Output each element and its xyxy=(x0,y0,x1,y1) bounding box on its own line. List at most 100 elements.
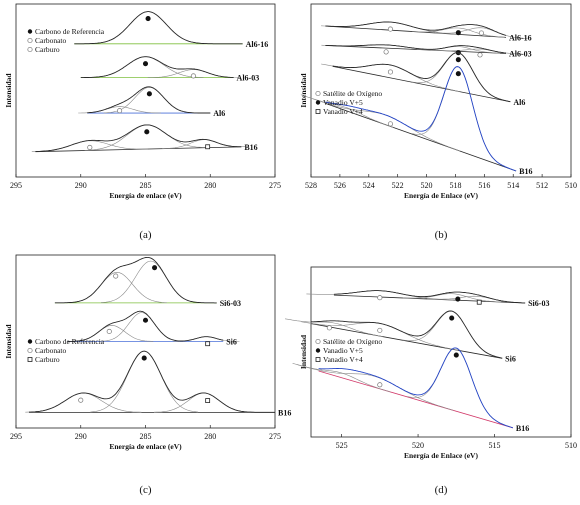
x-tick-label: 516 xyxy=(478,181,490,190)
legend-marker-square xyxy=(315,357,321,362)
x-tick-label: 510 xyxy=(565,441,577,450)
marker-open xyxy=(190,73,196,79)
legend-marker-square xyxy=(315,109,321,114)
legend-item: Carbono de Referencia xyxy=(35,27,105,36)
series-label: B16 xyxy=(519,167,532,176)
series-label: Al6 xyxy=(513,98,525,107)
x-tick-label: 280 xyxy=(204,181,216,190)
series-si6: Si6 xyxy=(67,310,240,347)
marker-filled xyxy=(455,71,461,77)
x-tick-label: 518 xyxy=(449,181,461,190)
spectrum-curve xyxy=(325,44,507,54)
marker-open xyxy=(478,30,484,36)
x-tick-label: 515 xyxy=(489,441,501,450)
spectrum-curve xyxy=(325,21,507,36)
series-al6-16: Al6-16 xyxy=(74,11,268,49)
series-al6-16: Al6-16 xyxy=(321,21,532,42)
x-tick-label: 512 xyxy=(536,181,548,190)
spectrum-curve xyxy=(67,310,224,342)
series-b16: B16 xyxy=(25,350,291,417)
x-axis-label: Energía de Enlace (eV) xyxy=(404,191,478,200)
marker-filled xyxy=(455,30,461,36)
legend-marker-filled xyxy=(315,100,321,105)
legend-item: Vanadio V+4 xyxy=(323,355,363,364)
chart-panel-b: 528 526 524 522 520 518 516 514 512 510 Energía de… xyxy=(299,3,577,200)
marker-open xyxy=(383,49,389,55)
marker-filled xyxy=(455,296,461,302)
component-peak xyxy=(300,94,394,128)
baseline xyxy=(332,65,511,103)
series-label: Al6-03 xyxy=(237,74,260,83)
x-tick-label: 520 xyxy=(412,441,424,450)
plot-frame xyxy=(310,3,572,178)
marker-open xyxy=(117,108,123,114)
marker-filled xyxy=(453,352,459,358)
marker-open xyxy=(113,273,119,279)
component-peak xyxy=(284,318,383,337)
component-peak xyxy=(412,27,505,38)
x-tick-label: 285 xyxy=(140,181,152,190)
series-b16: B16 xyxy=(31,124,258,153)
marker-square xyxy=(205,341,211,347)
y-axis-label: Intensidad xyxy=(4,324,13,359)
spectrum-curve xyxy=(325,66,517,172)
marker-open xyxy=(477,52,483,58)
component-peak xyxy=(402,293,501,303)
series-label: Al6-03 xyxy=(509,49,532,58)
x-tick-label: 514 xyxy=(507,181,519,190)
spectrum-curve xyxy=(80,56,234,79)
marker-open xyxy=(78,397,84,403)
legend-item: Carburo xyxy=(35,355,60,364)
legend-item: Vanadio V+5 xyxy=(323,98,363,107)
x-tick-label: 275 xyxy=(269,432,281,441)
legend-item: Satélite de Oxígeno xyxy=(323,337,382,346)
legend-marker-open xyxy=(27,37,33,44)
spectrum-curve xyxy=(54,256,217,304)
baseline xyxy=(325,103,517,172)
x-tick-label: 290 xyxy=(75,432,87,441)
marker-filled xyxy=(455,57,461,63)
baseline xyxy=(318,370,513,429)
y-axis-label: Intensidad xyxy=(4,73,13,108)
component-peak xyxy=(100,312,184,342)
y-axis-label: Intensidad xyxy=(299,73,308,108)
x-tick-label: 522 xyxy=(392,181,404,190)
plot-frame xyxy=(310,266,572,438)
marker-filled xyxy=(146,91,152,97)
legend-marker-open xyxy=(27,347,33,354)
component-peak xyxy=(25,392,142,413)
marker-filled xyxy=(142,61,149,67)
series-al6: Al6 xyxy=(78,86,225,118)
legend-marker-open xyxy=(27,46,33,53)
series-label: B16 xyxy=(244,143,257,152)
component-peak xyxy=(153,392,254,413)
series-si6-03: Si6-03 xyxy=(54,256,241,308)
marker-filled xyxy=(152,265,158,271)
component-peak xyxy=(100,260,201,303)
panel-label: (a) xyxy=(139,229,152,241)
chart-panel-c: 295 290 285 280 275 Energía de enlace (eV) Int… xyxy=(4,254,291,451)
component-peak xyxy=(407,347,506,426)
x-tick-label: 528 xyxy=(305,181,317,190)
marker-square xyxy=(476,299,482,305)
x-tick-label: 285 xyxy=(140,432,152,441)
x-tick-label: 520 xyxy=(421,181,433,190)
legend-item: Carburo xyxy=(35,45,60,54)
y-axis-label: Intensidad xyxy=(299,334,308,369)
panel-label: (b) xyxy=(435,229,448,241)
spectrum-curve xyxy=(318,347,514,429)
baseline xyxy=(310,323,503,359)
x-axis-label: Energía de Enlace (eV) xyxy=(404,451,478,460)
series-si6-03: Si6-03 xyxy=(306,290,549,308)
component-peak xyxy=(438,48,522,55)
marker-open xyxy=(387,26,393,32)
series-label: Si6-03 xyxy=(220,299,241,308)
legend-marker-square xyxy=(27,357,33,362)
marker-open xyxy=(377,295,383,301)
legend-item: Vanadio V+5 xyxy=(323,346,363,355)
marker-open xyxy=(377,382,383,388)
